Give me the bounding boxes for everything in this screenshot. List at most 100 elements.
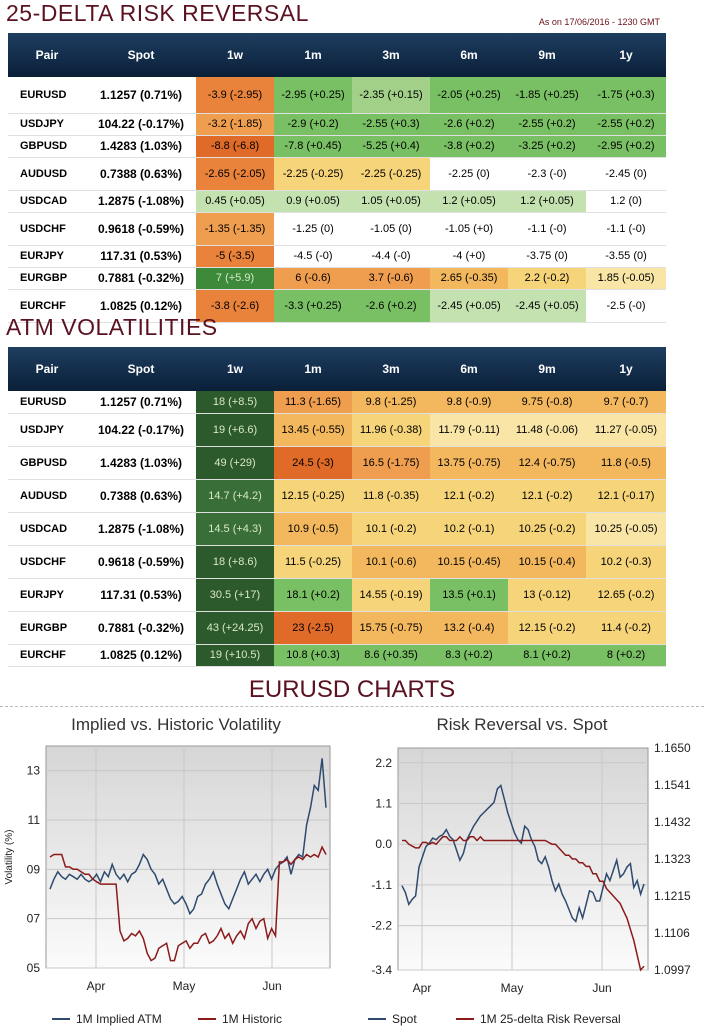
value-cell: -2.45 (0) <box>586 157 666 191</box>
legend-label: 1M Implied ATM <box>76 1012 162 1026</box>
spot-cell: 0.7388 (0.63%) <box>86 479 196 513</box>
table-row: USDCAD 1.2875 (-1.08%) 14.5 (+4.3) 10.9 (-0… <box>8 512 666 546</box>
rr-vs-spot-chart: Risk Reversal vs. Spot 2.2 1.1 0.0 -1.1 -2.2 -… <box>368 715 691 1026</box>
value-cell: 14.55 (-0.19) <box>352 578 430 612</box>
value-cell: 10.15 (-0.45) <box>430 545 508 579</box>
as-of-date: As on 17/06/2016 - 1230 GMT <box>538 17 660 27</box>
table-row: EURGBP 0.7881 (-0.32%) 43 (+24.25) 23 (-2.5… <box>8 611 666 645</box>
x-tick-label: Jun <box>262 979 281 993</box>
y-tick-label: 11 <box>28 813 41 827</box>
col-header: 9m <box>508 33 586 77</box>
y-tick-label-right: 1.1541 <box>654 778 691 792</box>
value-cell: 11.5 (-0.25) <box>274 545 352 579</box>
spot-cell: 117.31 (0.53%) <box>86 578 196 612</box>
table-row: EURJPY 117.31 (0.53%) -5 (-3.5) -4.5 (-0) -4… <box>8 245 666 268</box>
x-tick-label: Apr <box>87 979 106 993</box>
spot-cell: 1.2875 (-1.08%) <box>86 190 196 213</box>
value-cell: 10.2 (-0.1) <box>430 512 508 546</box>
table-row: EURGBP 0.7881 (-0.32%) 7 (+5.9) 6 (-0.6) 3.7… <box>8 267 666 290</box>
y-tick-label-right: 1.1650 <box>654 741 691 755</box>
y-tick-label-left: 2.2 <box>375 756 392 770</box>
table-row: GBPUSD 1.4283 (1.03%) -8.8 (-6.8) -7.8 (+0.… <box>8 135 666 158</box>
value-cell: 1.05 (+0.05) <box>352 190 430 213</box>
value-cell: 10.25 (-0.2) <box>508 512 586 546</box>
value-cell: 11.96 (-0.38) <box>352 413 430 447</box>
value-cell: 11.27 (-0.05) <box>586 413 666 447</box>
legend-label: 1M 25-delta Risk Reversal <box>480 1012 621 1026</box>
value-cell: 8 (+0.2) <box>586 644 666 667</box>
pair-cell: EURGBP <box>8 611 86 645</box>
spot-cell: 1.4283 (1.03%) <box>86 446 196 480</box>
risk-reversal-title: 25-DELTA RISK REVERSAL <box>6 0 309 26</box>
y-axis-label: Volatility (%) <box>4 829 15 884</box>
value-cell: -3.3 (+0.25) <box>274 289 352 323</box>
series-line-1 <box>49 845 327 962</box>
section-divider <box>0 706 704 707</box>
value-cell: 1.2 (+0.05) <box>430 190 508 213</box>
value-cell: 10.1 (-0.2) <box>352 512 430 546</box>
pair-cell: USDCHF <box>8 545 86 579</box>
value-cell: -3.8 (+0.2) <box>430 135 508 158</box>
y-tick-label-right: 1.1432 <box>654 815 691 829</box>
value-cell: -2.95 (+0.2) <box>586 135 666 158</box>
col-header: 1m <box>274 347 352 391</box>
table-row: AUDUSD 0.7388 (0.63%) -2.65 (-2.05) -2.25 (… <box>8 157 666 191</box>
value-cell: -1.25 (0) <box>274 212 352 246</box>
spot-cell: 1.1257 (0.71%) <box>86 77 196 114</box>
value-cell: -7.8 (+0.45) <box>274 135 352 158</box>
value-cell: 11.3 (-1.65) <box>274 391 352 414</box>
value-cell: 16.5 (-1.75) <box>352 446 430 480</box>
value-cell: -1.85 (+0.25) <box>508 77 586 114</box>
value-cell: -3.55 (0) <box>586 245 666 268</box>
value-cell: 6 (-0.6) <box>274 267 352 290</box>
value-cell: -5.25 (+0.4) <box>352 135 430 158</box>
value-cell: -3.75 (0) <box>508 245 586 268</box>
value-cell: 7 (+5.9) <box>196 267 274 290</box>
y-tick-label-right: 1.0997 <box>654 963 691 977</box>
value-cell: -2.25 (-0.25) <box>352 157 430 191</box>
pair-cell: AUDUSD <box>8 479 86 513</box>
value-cell: -2.55 (+0.2) <box>586 113 666 136</box>
pair-cell: EURGBP <box>8 267 86 290</box>
value-cell: 13 (-0.12) <box>508 578 586 612</box>
pair-cell: EURJPY <box>8 245 86 268</box>
col-header: Spot <box>86 347 196 391</box>
charts-title: EURUSD CHARTS <box>248 676 456 703</box>
series-line-0 <box>401 783 645 923</box>
value-cell: -2.5 (-0) <box>586 289 666 323</box>
y-tick-label-right: 1.1215 <box>654 889 691 903</box>
spot-cell: 1.1257 (0.71%) <box>86 391 196 414</box>
value-cell: 8.1 (+0.2) <box>508 644 586 667</box>
value-cell: -2.3 (-0) <box>508 157 586 191</box>
value-cell: -1.05 (+0) <box>430 212 508 246</box>
pair-cell: USDCAD <box>8 190 86 213</box>
spot-cell: 1.4283 (1.03%) <box>86 135 196 158</box>
value-cell: 18 (+8.6) <box>196 545 274 579</box>
value-cell: -1.75 (+0.3) <box>586 77 666 114</box>
legend-label: Spot <box>392 1012 417 1026</box>
value-cell: -2.25 (-0.25) <box>274 157 352 191</box>
table-row: EURUSD 1.1257 (0.71%) 18 (+8.5) 11.3 (-1.65… <box>8 391 666 414</box>
pair-cell: EURUSD <box>8 77 86 114</box>
col-header: 3m <box>352 33 430 77</box>
value-cell: 9.8 (-1.25) <box>352 391 430 414</box>
value-cell: 18 (+8.5) <box>196 391 274 414</box>
value-cell: -3.2 (-1.85) <box>196 113 274 136</box>
value-cell: -2.9 (+0.2) <box>274 113 352 136</box>
value-cell: 10.8 (+0.3) <box>274 644 352 667</box>
value-cell: 13.2 (-0.4) <box>430 611 508 645</box>
table-row: AUDUSD 0.7388 (0.63%) 14.7 (+4.2) 12.15 (-0… <box>8 479 666 513</box>
pair-cell: USDJPY <box>8 113 86 136</box>
pair-cell: USDCHF <box>8 212 86 246</box>
value-cell: 10.25 (-0.05) <box>586 512 666 546</box>
col-header: 6m <box>430 33 508 77</box>
value-cell: -2.65 (-2.05) <box>196 157 274 191</box>
value-cell: -1.35 (-1.35) <box>196 212 274 246</box>
x-tick-label: Apr <box>413 981 432 995</box>
pair-cell: EURJPY <box>8 578 86 612</box>
plot-area <box>397 747 649 971</box>
table-row: EURUSD 1.1257 (0.71%) -3.9 (-2.95) -2.95 (+… <box>8 77 666 114</box>
table-row: USDCAD 1.2875 (-1.08%) 0.45 (+0.05) 0.9 (+0… <box>8 190 666 213</box>
value-cell: -3.25 (+0.2) <box>508 135 586 158</box>
col-header: 1y <box>586 347 666 391</box>
